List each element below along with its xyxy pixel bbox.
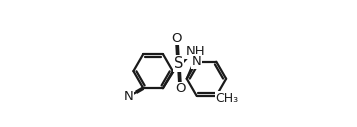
Text: N: N	[192, 55, 201, 68]
Text: NH: NH	[186, 45, 206, 58]
Text: N: N	[124, 90, 134, 103]
Text: S: S	[174, 56, 183, 71]
Text: CH₃: CH₃	[215, 92, 238, 105]
Text: O: O	[175, 82, 186, 95]
Text: O: O	[171, 32, 182, 45]
